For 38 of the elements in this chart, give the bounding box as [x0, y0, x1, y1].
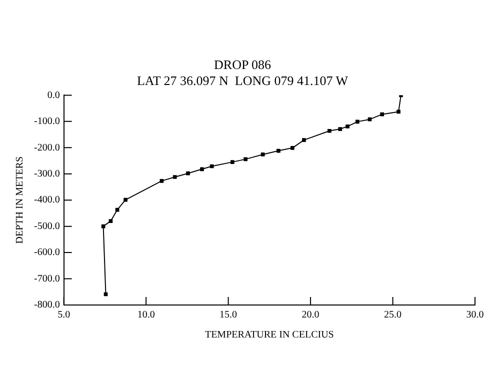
point [160, 179, 164, 183]
point [328, 128, 332, 133]
x-tick-label: 10.0 [137, 310, 155, 321]
chart-title: DROP 086 [214, 57, 272, 72]
x-tick-label: 5.0 [58, 310, 70, 321]
point [108, 219, 113, 223]
y-tick-label: -300.0 [34, 168, 60, 180]
point [244, 157, 248, 162]
y-tick-label: -800.0 [34, 300, 60, 311]
y-tick-label: -500.0 [34, 220, 60, 232]
point [210, 164, 214, 168]
y-axis-title: DEPTH IN METERS [14, 156, 26, 244]
point [172, 175, 177, 179]
point [290, 146, 294, 150]
point [200, 167, 204, 172]
point [276, 148, 280, 153]
y-tick-label: -100.0 [34, 116, 60, 128]
point [355, 120, 360, 124]
chart-subtitle: LAT 27 36.097 N LONG 079 41.107 W [136, 72, 349, 88]
x-axis-title: TEMPERATURE IN CELCIUS [204, 330, 334, 341]
x-tick-label: 30.0 [466, 310, 484, 321]
y-tick-label: -600.0 [34, 247, 60, 258]
point [396, 110, 400, 114]
point [186, 171, 190, 176]
x-tick-label: 25.0 [384, 310, 402, 321]
point [124, 198, 128, 202]
point [380, 112, 384, 116]
x-tick-label: 15.0 [220, 310, 238, 321]
point [260, 152, 265, 156]
y-tick-label: -400.0 [34, 194, 60, 206]
point [302, 138, 306, 142]
point [346, 124, 350, 128]
y-tick-label: 0.0 [47, 90, 60, 101]
y-tick-label: -200.0 [34, 142, 60, 154]
point [230, 160, 234, 164]
point [338, 127, 342, 131]
x-tick-label: 20.0 [302, 310, 320, 321]
y-tick-label: -700.0 [34, 273, 60, 284]
